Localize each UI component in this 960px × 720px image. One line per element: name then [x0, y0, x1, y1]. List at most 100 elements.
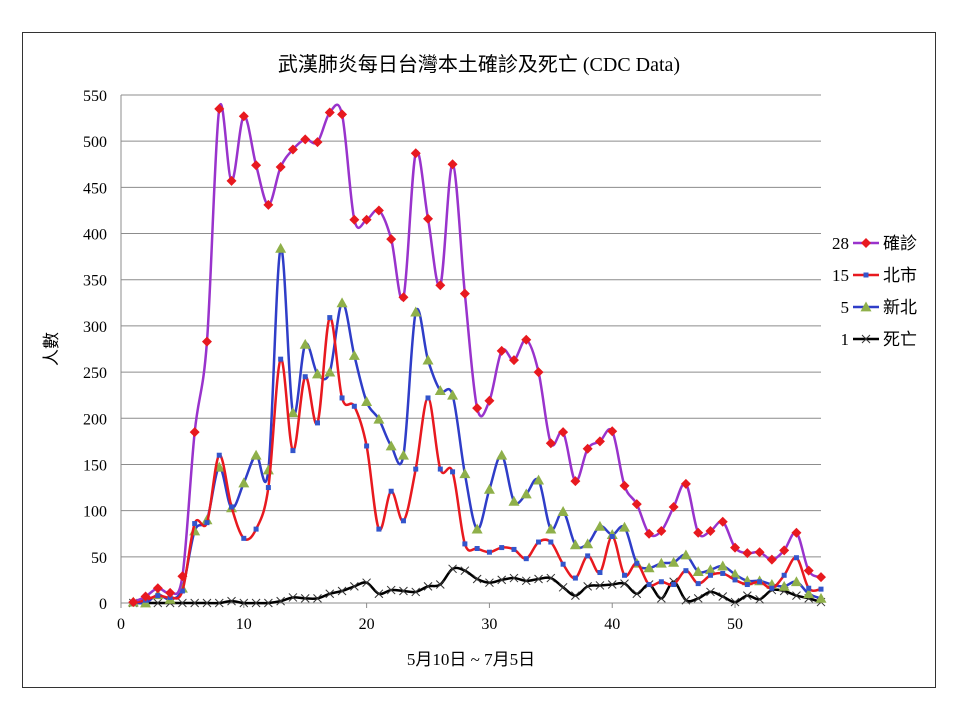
point-死亡-17 [325, 589, 335, 599]
point-確診-11 [251, 160, 262, 171]
point-死亡-24 [411, 587, 421, 597]
point-確診-10 [238, 111, 249, 122]
point-死亡-30 [485, 578, 494, 588]
point-新北-12 [262, 464, 274, 475]
point-新北-50 [729, 568, 741, 579]
point-北市-30 [486, 549, 492, 555]
point-死亡-29 [472, 574, 482, 584]
point-確診-33 [521, 334, 532, 345]
point-北市-43 [646, 582, 652, 588]
point-北市-13 [278, 356, 284, 362]
legend-item-死亡: 1 死亡 [841, 330, 918, 349]
point-死亡-48 [706, 587, 715, 597]
point-新北-26 [434, 385, 446, 395]
point-確診-49 [717, 516, 728, 527]
point-新北-15 [299, 338, 311, 349]
y-tick-400: 400 [83, 227, 107, 244]
legend-label-北市: 北市 [883, 266, 917, 285]
point-北市-8 [216, 452, 222, 458]
x-tick-50: 50 [727, 616, 743, 633]
legend: 28 確診 15 北市 5 新北 1 死亡 [832, 234, 917, 349]
point-確診-51 [742, 548, 753, 559]
point-新北-57 [815, 592, 827, 603]
point-死亡-15 [300, 594, 310, 603]
point-確診-16 [312, 137, 323, 148]
point-確診-18 [337, 109, 348, 120]
point-確診-5 [177, 571, 188, 582]
y-tick-250: 250 [83, 365, 107, 382]
point-確診-46 [680, 478, 691, 489]
point-北市-47 [695, 581, 701, 587]
x-tick-40: 40 [604, 616, 620, 633]
y-tick-200: 200 [83, 411, 107, 428]
series-北市 [130, 315, 824, 606]
point-北市-46 [683, 568, 689, 574]
point-死亡-44 [656, 594, 666, 603]
point-確診-17 [324, 107, 335, 118]
point-新北-37 [569, 539, 581, 550]
series-group [127, 103, 827, 608]
point-確診-1 [128, 597, 139, 608]
point-北市-53 [769, 585, 775, 591]
point-確診-3 [152, 583, 163, 594]
point-北市-40 [609, 533, 615, 539]
point-確診-14 [287, 144, 298, 155]
point-確診-19 [349, 214, 360, 225]
point-北市-48 [707, 572, 713, 578]
y-tick-100: 100 [83, 504, 107, 521]
point-新北-14 [287, 407, 299, 418]
point-死亡-18 [337, 586, 347, 596]
series-確診 [128, 103, 826, 608]
point-死亡-10 [239, 598, 249, 608]
point-確診-53 [766, 554, 777, 565]
point-死亡-51 [742, 591, 752, 600]
point-新北-25 [422, 354, 434, 365]
point-新北-35 [545, 523, 557, 534]
point-新北-38 [582, 538, 594, 549]
point-確診-55 [791, 527, 802, 538]
point-新北-39 [594, 520, 606, 531]
point-北市-24 [413, 466, 419, 472]
x-tick-30: 30 [481, 616, 497, 633]
point-北市-31 [499, 545, 505, 551]
point-北市-9 [229, 504, 235, 510]
point-確診-36 [558, 427, 569, 438]
point-新北-47 [692, 566, 704, 576]
point-北市-57 [818, 586, 824, 592]
point-北市-5 [179, 588, 185, 594]
legend-value-死亡: 1 [841, 330, 850, 349]
point-確診-4 [165, 587, 176, 598]
point-死亡-9 [227, 596, 236, 606]
point-北市-36 [560, 561, 566, 567]
point-新北-20 [361, 396, 373, 407]
point-北市-3 [155, 593, 161, 599]
point-北市-7 [204, 520, 210, 526]
point-確診-24 [410, 148, 421, 159]
point-死亡-34 [534, 574, 543, 584]
point-確診-54 [779, 545, 790, 556]
point-確診-29 [472, 403, 483, 414]
point-死亡-35 [546, 573, 556, 583]
point-北市-51 [744, 582, 750, 588]
point-北市-42 [634, 560, 640, 566]
point-死亡-12 [264, 598, 273, 608]
point-新北-28 [459, 468, 471, 479]
point-確診-38 [582, 443, 593, 454]
point-確診-41 [619, 480, 630, 491]
y-tick-0: 0 [99, 596, 107, 613]
point-北市-54 [781, 572, 787, 578]
point-新北-49 [717, 560, 729, 571]
point-死亡-20 [362, 578, 371, 588]
point-死亡-8 [214, 598, 224, 608]
point-確診-43 [644, 528, 655, 539]
legend-marker-死亡 [861, 334, 871, 344]
point-北市-34 [536, 539, 542, 545]
point-新北-17 [324, 366, 336, 377]
point-死亡-7 [202, 598, 212, 608]
point-確診-31 [496, 345, 507, 356]
point-北市-14 [290, 448, 296, 454]
point-北市-23 [400, 518, 406, 524]
point-確診-9 [226, 175, 237, 186]
point-死亡-21 [374, 589, 384, 599]
legend-item-北市: 15 北市 [832, 266, 917, 285]
